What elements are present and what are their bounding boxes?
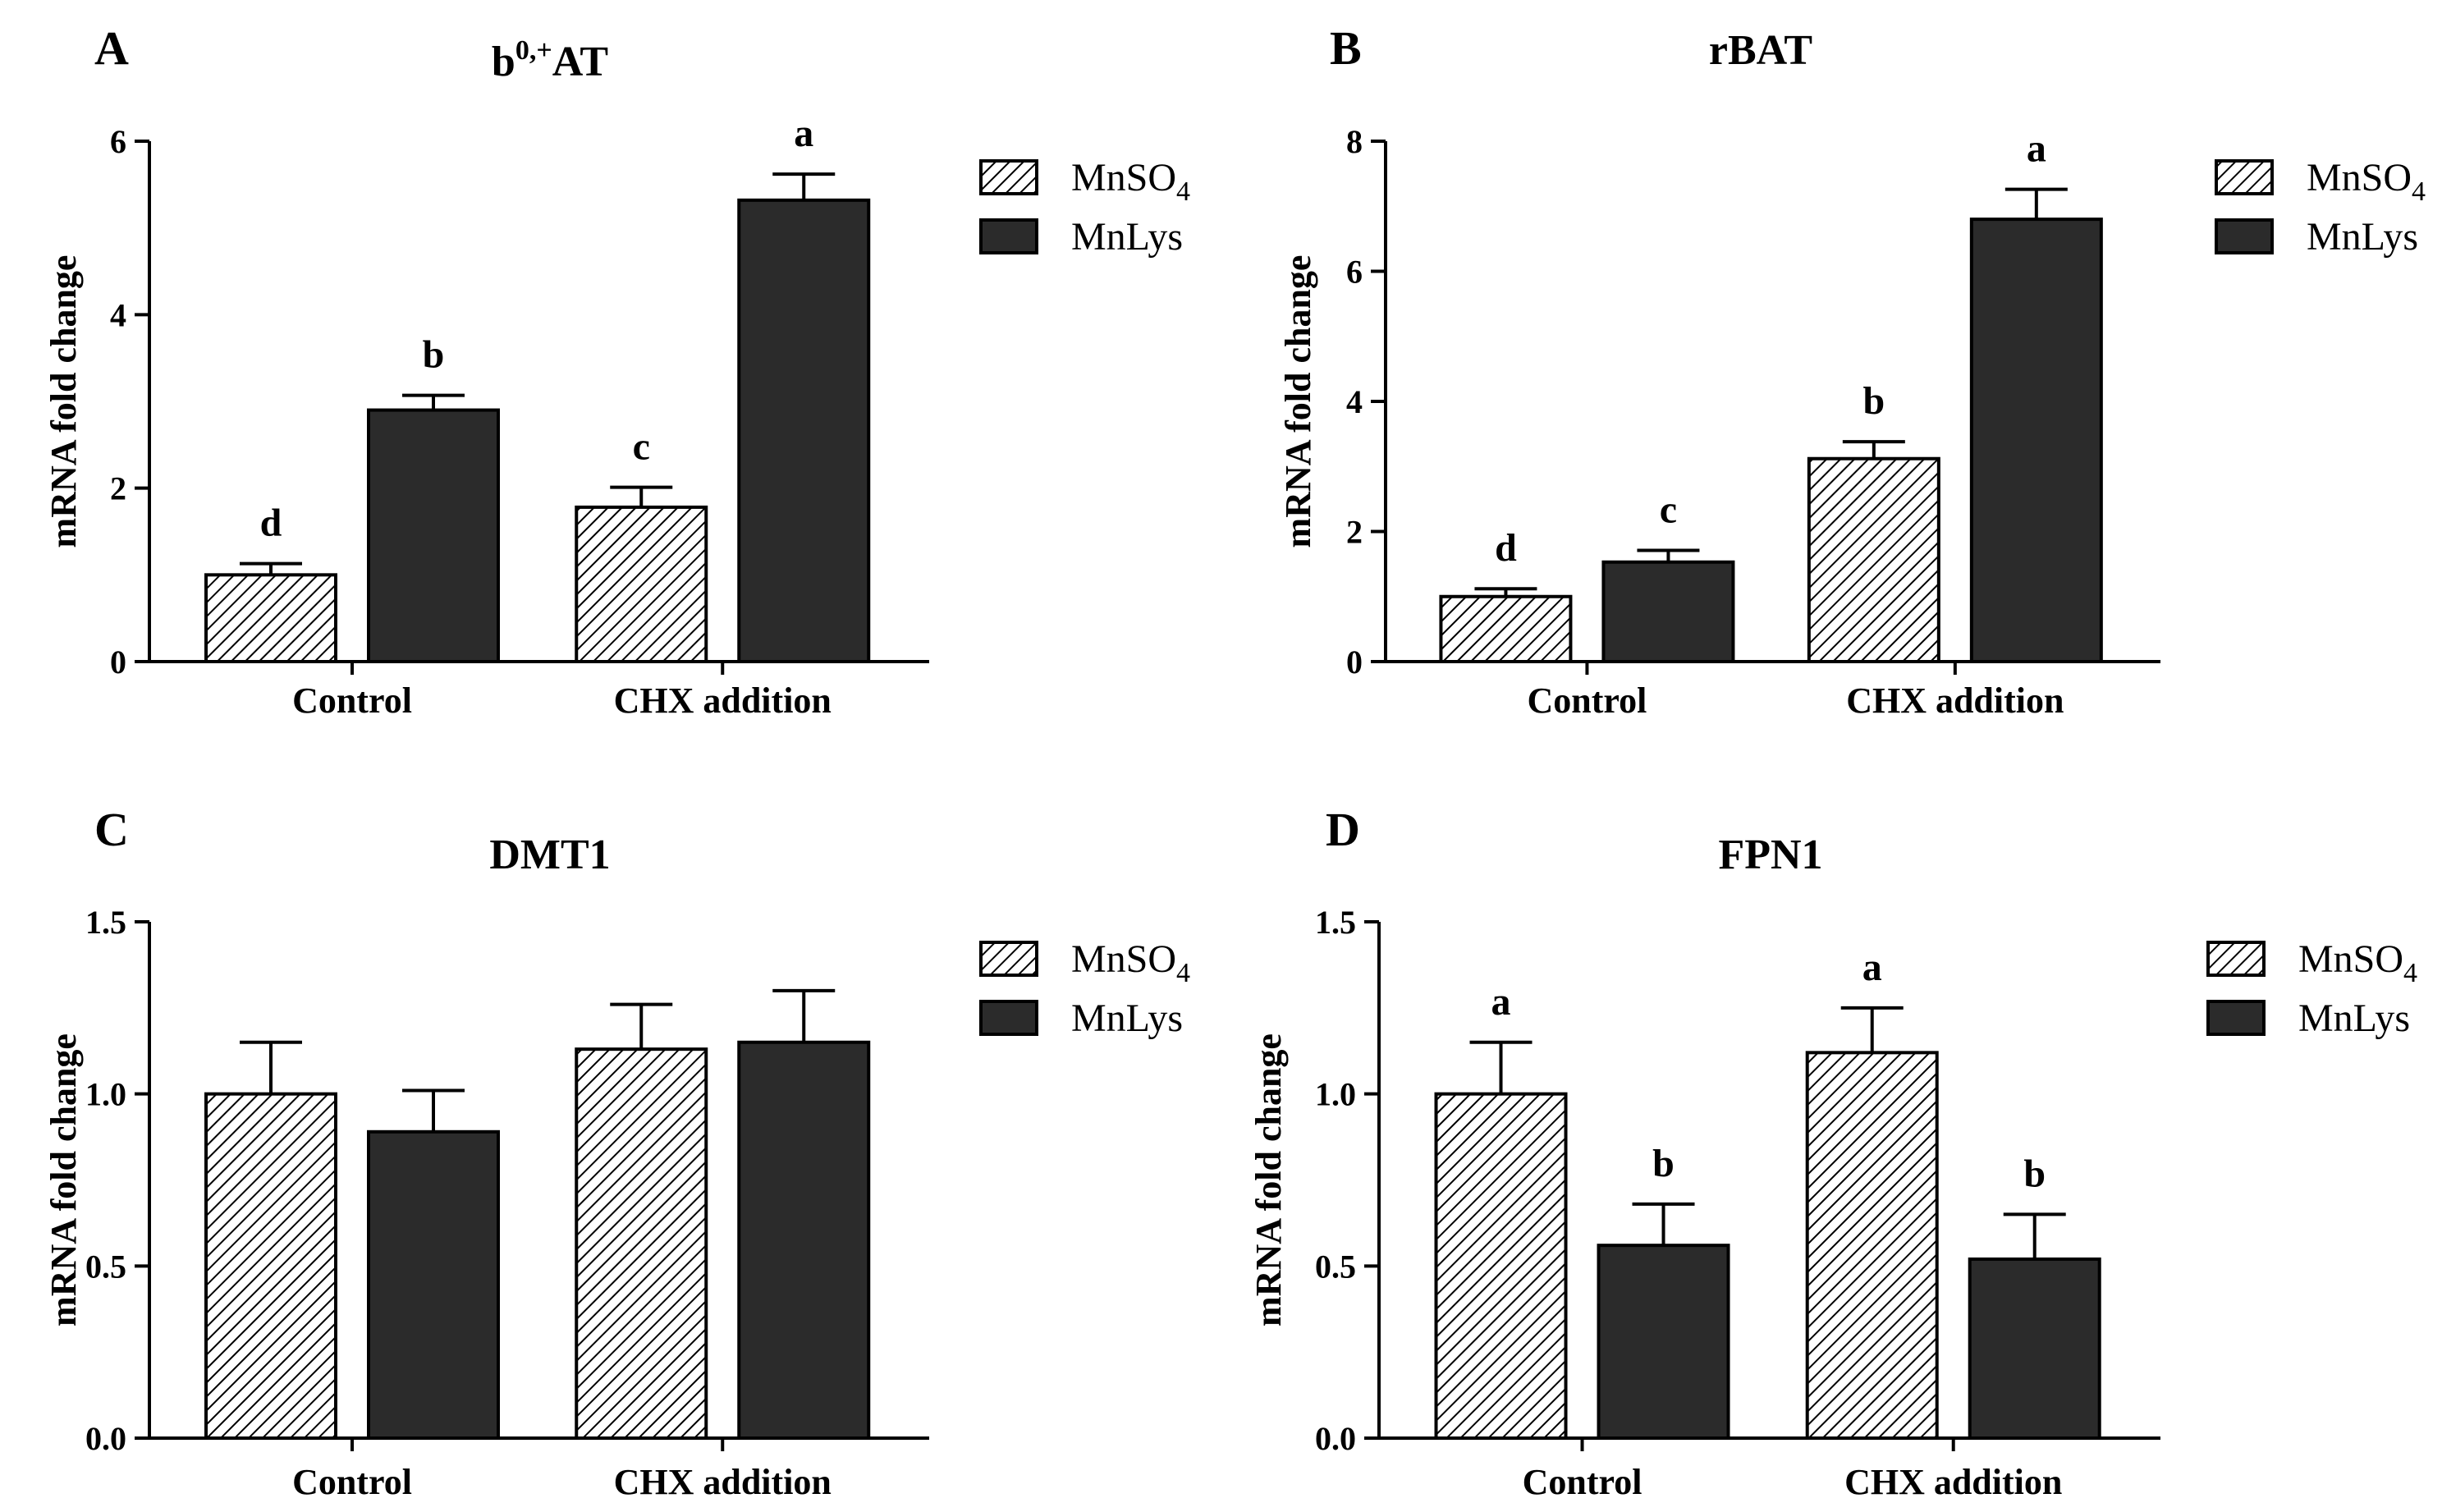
bar <box>1434 1092 1568 1440</box>
legend-swatch-solid <box>979 1000 1038 1036</box>
y-tick-label: 0 <box>1346 644 1363 680</box>
bar <box>204 1092 337 1440</box>
y-tick-label: 0.0 <box>1315 1420 1356 1457</box>
legend-label-mnso4: MnSO4 <box>2298 937 2417 988</box>
x-category-label: Control <box>292 680 412 721</box>
y-tick-label: 4 <box>1346 383 1363 420</box>
bar <box>1968 1257 2101 1440</box>
y-tick-label: 2 <box>1346 514 1363 551</box>
y-tick-label: 0.5 <box>1315 1248 1356 1285</box>
y-tick-label: 1.0 <box>85 1076 126 1113</box>
legend-label-mnlys: MnLys <box>1071 997 1183 1040</box>
significance-label: a <box>794 112 813 155</box>
x-category-label: CHX addition <box>1844 1462 2062 1502</box>
bar <box>737 198 871 663</box>
bar <box>575 505 708 663</box>
legend-swatch-hatched <box>2215 159 2274 195</box>
significance-label: c <box>633 425 650 469</box>
legend-swatch-solid <box>2206 1000 2266 1036</box>
y-tick-label: 8 <box>1346 123 1363 160</box>
bar <box>1439 594 1573 663</box>
legend-swatch-solid <box>979 218 1038 254</box>
x-category-label: Control <box>1528 680 1647 721</box>
panel-title: FPN1 <box>1718 832 1822 878</box>
y-tick-label: 1.5 <box>85 904 126 941</box>
panel-d: D FPN1 0.0 0.5 1.0 1.5 mRNA fold change Control… <box>1248 803 2417 1502</box>
significance-label: b <box>423 333 445 377</box>
y-tick-label: 0.5 <box>85 1248 126 1285</box>
legend-label-mnlys: MnLys <box>1071 215 1183 259</box>
legend-swatch-solid <box>2215 218 2274 254</box>
legend-swatch-hatched <box>2206 941 2266 977</box>
bar <box>1969 218 2103 664</box>
bar <box>367 408 500 663</box>
legend: MnSO4 MnLys <box>2215 156 2426 259</box>
significance-label: a <box>2027 127 2046 171</box>
bar <box>367 1129 500 1440</box>
significance-label: d <box>260 502 282 545</box>
significance-label: d <box>1495 526 1517 570</box>
panel-title: b0,+AT <box>492 35 608 85</box>
legend: MnSO4 MnLys <box>979 156 1190 259</box>
significance-label: b <box>1652 1142 1675 1185</box>
x-category-label: Control <box>292 1462 412 1502</box>
bar <box>1597 1244 1730 1440</box>
bar <box>1807 456 1940 663</box>
y-tick-label: 0.0 <box>85 1420 126 1457</box>
y-tick-label: 2 <box>110 470 126 507</box>
y-tick-label: 6 <box>110 123 126 160</box>
y-axis-label: mRNA fold change <box>1278 255 1318 548</box>
bar <box>1805 1051 1939 1440</box>
significance-label: a <box>1862 946 1882 989</box>
panel-letter: C <box>94 803 129 856</box>
x-category-label: CHX addition <box>1846 680 2064 721</box>
bar <box>204 573 337 663</box>
panel-letter: B <box>1330 21 1362 75</box>
x-category-label: Control <box>1523 1462 1643 1502</box>
y-tick-label: 1.5 <box>1315 904 1356 941</box>
y-axis-label: mRNA fold change <box>44 1033 84 1326</box>
legend: MnSO4 MnLys <box>2206 937 2417 1040</box>
panel-c: C DMT1 0.0 0.5 1.0 1.5 mRNA fold change Control… <box>44 803 1190 1502</box>
bar <box>1601 560 1735 663</box>
legend-swatch-hatched <box>979 159 1038 195</box>
x-category-label: CHX addition <box>614 680 832 721</box>
legend-label-mnso4: MnSO4 <box>1071 937 1190 988</box>
bar <box>575 1047 708 1440</box>
legend-label-mnso4: MnSO4 <box>2307 156 2426 207</box>
y-tick-label: 4 <box>110 296 126 333</box>
significance-label: a <box>1491 980 1511 1024</box>
panel-title: rBAT <box>1709 27 1812 74</box>
panel-letter: D <box>1326 803 1360 856</box>
y-tick-label: 6 <box>1346 254 1363 291</box>
x-category-label: CHX addition <box>614 1462 832 1502</box>
legend: MnSO4 MnLys <box>979 937 1190 1040</box>
legend-label-mnlys: MnLys <box>2307 215 2418 259</box>
significance-label: c <box>1660 488 1677 531</box>
y-axis-label: mRNA fold change <box>44 255 84 548</box>
y-axis-label: mRNA fold change <box>1248 1033 1289 1326</box>
panel-letter: A <box>94 21 129 75</box>
legend-label-mnlys: MnLys <box>2298 997 2410 1040</box>
significance-label: b <box>2023 1152 2046 1195</box>
legend-swatch-hatched <box>979 941 1038 977</box>
panel-title: DMT1 <box>489 832 610 878</box>
significance-label: b <box>1862 379 1885 423</box>
y-tick-label: 0 <box>110 644 126 680</box>
bar <box>737 1040 871 1441</box>
legend-label-mnso4: MnSO4 <box>1071 156 1190 207</box>
y-tick-label: 1.0 <box>1315 1076 1356 1113</box>
